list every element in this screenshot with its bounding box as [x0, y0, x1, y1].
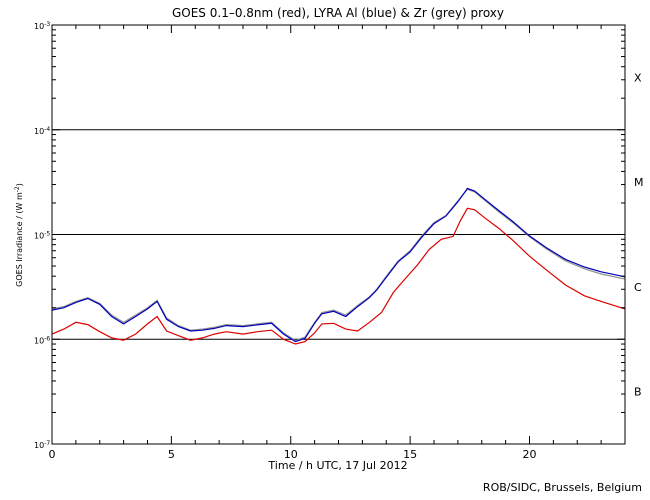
y-tick-label: 10-6 [34, 335, 50, 345]
y-tick-label: 10-5 [34, 231, 50, 241]
axes-layer: 0 5 10 15 20 10-7 10-6 10-5 10-4 10-3 B C M X [34, 21, 644, 461]
series-layer [51, 187, 626, 345]
flare-class-label: M [634, 176, 644, 189]
y-tick-label: 10-7 [34, 440, 50, 450]
x-tick-label: 20 [523, 448, 537, 461]
flare-class-label: X [634, 71, 642, 84]
x-tick-label: 5 [168, 448, 175, 461]
y-tick-label: 10-3 [34, 21, 50, 31]
series-line [51, 187, 626, 343]
flare-class-gridlines [52, 129, 625, 340]
series-line [51, 188, 626, 342]
x-tick-label: 0 [49, 448, 56, 461]
plot-frame [51, 24, 626, 445]
x-tick-label: 15 [403, 448, 417, 461]
y-tick-label: 10-4 [34, 126, 50, 136]
credit-text: ROB/SIDC, Brussels, Belgium [482, 481, 642, 494]
flare-class-label: C [634, 281, 642, 294]
y-axis-label: GOES Irradiance / (W m-2) [14, 183, 24, 287]
x-axis-label: Time / h UTC, 17 Jul 2012 [267, 459, 407, 472]
chart-title: GOES 0.1–0.8nm (red), LYRA Al (blue) & Z… [172, 6, 504, 20]
flare-class-label: B [634, 386, 642, 399]
x-tick-label: 10 [284, 448, 298, 461]
series-line [51, 207, 626, 345]
